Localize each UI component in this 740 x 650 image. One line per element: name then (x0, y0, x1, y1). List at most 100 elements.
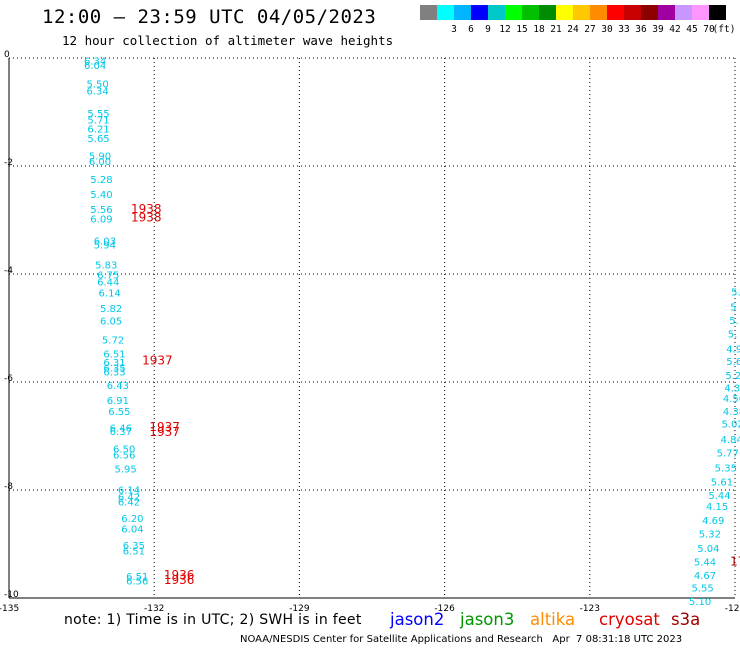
wave-height-label: 5.28 (90, 175, 112, 186)
color-legend: 3 6 9 12 15 18 21 24 27 30 33 36 39 42 45 70 (ft) (420, 5, 735, 35)
wave-height-label: 6.31 (103, 358, 125, 369)
wave-height-label: 6.35 (103, 363, 125, 374)
wave-height-label: 6.33 (103, 368, 125, 379)
wave-height-label: 6.14 (99, 288, 121, 299)
wave-height-label: 5.32 (699, 530, 721, 541)
wave-height-label: 5.77 (717, 449, 739, 460)
wave-height-label: 6.04 (121, 524, 143, 535)
lon-tick-label: -123 (580, 604, 600, 614)
wave-height-label: 5. (731, 287, 740, 298)
wave-height-label: 6.42 (118, 492, 140, 503)
lat-tick-label: -4 (4, 266, 13, 276)
wave-height-label: 5.35 (715, 463, 737, 474)
wave-height-label: 4.69 (702, 516, 724, 527)
legend-swatch (539, 5, 556, 20)
pass-time-label: 1937 (149, 420, 180, 434)
legend-label: 18 (533, 24, 545, 35)
wave-height-label: 4.35 (724, 383, 740, 394)
legend-swatch (505, 5, 522, 20)
satellite-jason3: jason3 (460, 610, 515, 629)
legend-swatch (437, 5, 454, 20)
wave-height-label: 5.82 (100, 304, 122, 315)
wave-height-label: 5.04 (697, 544, 719, 555)
legend-swatch (709, 5, 726, 20)
legend-swatch (675, 5, 692, 20)
wave-height-label: 6.51 (103, 349, 125, 360)
legend-label: 36 (635, 24, 647, 35)
legend-label: 27 (584, 24, 596, 35)
wave-height-label: 6.05 (100, 316, 122, 327)
legend-swatch (488, 5, 505, 20)
wave-height-label: 5.55 (87, 109, 109, 120)
legend-swatch (624, 5, 641, 20)
wave-height-label: 5. (729, 316, 739, 327)
wave-height-label: 4.67 (694, 571, 716, 582)
wave-height-label: 6.42 (118, 497, 140, 508)
lat-tick-label: 0 (4, 50, 10, 60)
wave-height-label: 5.6 (726, 357, 740, 368)
wave-height-label: 5.95 (115, 464, 137, 475)
wave-height-label: 4.15 (706, 502, 728, 513)
legend-label: 15 (516, 24, 528, 35)
legend-swatch (454, 5, 471, 20)
lon-tick-label: -135 (0, 604, 19, 614)
pass-time-label: 175 (730, 554, 740, 568)
legend-swatch (658, 5, 675, 20)
wave-height-label: 5. (728, 329, 738, 340)
lon-tick-label: -120 (725, 604, 740, 614)
wave-height-label: 6.75 (97, 271, 119, 282)
lon-tick-label: -126 (434, 604, 455, 614)
wave-height-label: 5.90 (89, 152, 111, 163)
lat-tick-label: -10 (4, 590, 19, 600)
wave-height-label: 6.09 (90, 214, 112, 225)
wave-height-label: 5.2 (725, 371, 740, 382)
wave-height-label: 4.9 (726, 345, 740, 356)
legend-label: 24 (567, 24, 579, 35)
satellite-altika: altika (530, 610, 576, 629)
wave-height-label: 6.14 (118, 485, 140, 496)
satellite-cryosat: cryosat (599, 610, 660, 629)
legend-label: 39 (652, 24, 664, 35)
legend-swatch (641, 5, 658, 20)
wave-height-label: 5.50 (86, 79, 108, 90)
wave-height-label: 6.43 (107, 381, 129, 392)
legend-label: 3 (451, 24, 457, 35)
wave-height-label: 5.65 (87, 134, 109, 145)
wave-height-label: 6.55 (108, 407, 130, 418)
wave-height-label: 6.03 (94, 237, 116, 248)
wave-height-label: 5.44 (708, 491, 730, 502)
legend-label: 70 (703, 24, 715, 35)
legend-swatch (692, 5, 709, 20)
wave-height-label: 6.51 (126, 572, 148, 583)
wave-height-label: 6.35 (123, 541, 145, 552)
pass-time-label: 1938 (131, 210, 162, 224)
map-title: 12:00 – 23:59 UTC 04/05/2023 (42, 6, 377, 28)
wave-height-label: 6.56 (126, 577, 148, 588)
footer-credit: NOAA/NESDIS Center for Satellite Applica… (240, 634, 683, 645)
wave-height-label: 4.56 (723, 394, 740, 405)
wave-height-label: 5.71 (87, 116, 109, 127)
pass-time-label: 1938 (131, 202, 162, 216)
lat-tick-label: -8 (4, 482, 13, 492)
wave-height-label: 6.21 (87, 125, 109, 136)
pass-time-label: 1937 (149, 425, 180, 439)
satellite-jason2: jason2 (390, 610, 445, 629)
lon-tick-label: -132 (144, 604, 164, 614)
wave-height-label: 4.38 (723, 407, 740, 418)
map-subtitle: 12 hour collection of altimeter wave hei… (62, 33, 394, 48)
legend-swatch (522, 5, 539, 20)
wave-height-label: 5.72 (102, 335, 124, 346)
wave-height-label: 5.61 (711, 477, 733, 488)
wave-height-label: 5.55 (691, 584, 713, 595)
wave-height-label: 6.50 (113, 444, 135, 455)
pass-time-label: 1936 (164, 573, 195, 587)
note-text: note: 1) Time is in UTC; 2) SWH is in fe… (64, 612, 362, 628)
wave-height-label: 5.56 (90, 205, 112, 216)
wave-height-label: 5.94 (94, 240, 116, 251)
wave-height-label: 5.44 (694, 557, 716, 568)
legend-label: 6 (468, 24, 474, 35)
pass-time-label: 1936 (164, 568, 195, 582)
legend-swatch (471, 5, 488, 20)
legend-swatch (573, 5, 590, 20)
